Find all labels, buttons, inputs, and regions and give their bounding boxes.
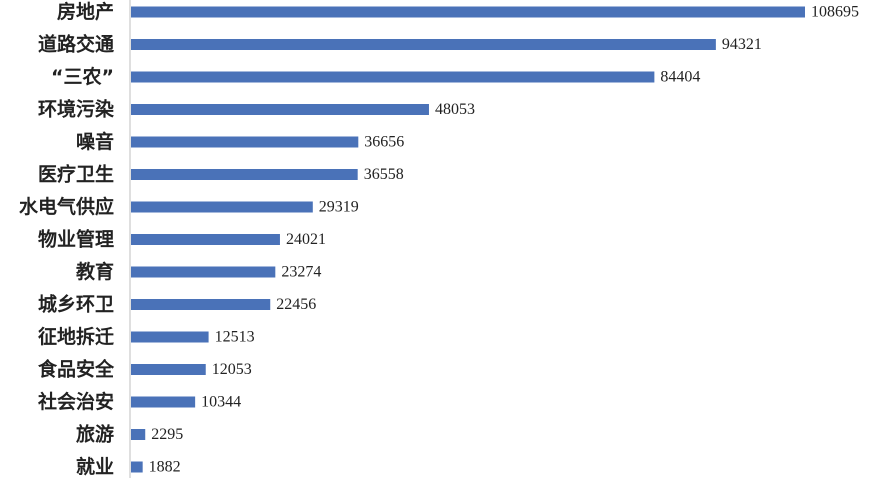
bar-10 [131, 331, 209, 343]
category-label-3: 环境污染 [38, 98, 114, 121]
bar-9 [131, 299, 271, 310]
bar-7 [131, 234, 280, 245]
bar-4 [131, 136, 359, 148]
category-label-7: 物业管理 [38, 228, 114, 251]
value-label-1: 94321 [722, 36, 762, 53]
value-label-3: 48053 [435, 101, 475, 118]
bar-2 [131, 71, 655, 83]
category-label-5: 医疗卫生 [38, 163, 114, 186]
value-label-2: 84404 [660, 69, 700, 86]
value-label-11: 12053 [212, 361, 252, 378]
value-label-0: 108695 [811, 4, 859, 21]
value-label-6: 29319 [319, 199, 359, 216]
value-label-5: 36558 [364, 166, 404, 183]
category-label-2: “三农” [51, 65, 114, 88]
category-label-6: 水电气供应 [19, 195, 114, 218]
category-label-4: 噪音 [76, 130, 114, 153]
bar-13 [131, 429, 146, 440]
value-label-10: 12513 [215, 329, 255, 346]
category-label-0: 房地产 [57, 0, 114, 23]
bar-12 [131, 396, 196, 408]
bar-8 [131, 266, 276, 278]
category-label-8: 教育 [76, 260, 114, 283]
bar-1 [131, 39, 716, 50]
category-label-13: 旅游 [76, 423, 114, 446]
bar-5 [131, 169, 358, 180]
category-label-11: 食品安全 [38, 358, 115, 381]
bar-3 [131, 104, 429, 115]
category-label-10: 征地拆迁 [38, 325, 114, 348]
category-label-1: 道路交通 [38, 33, 115, 56]
value-label-9: 22456 [276, 296, 316, 313]
value-labels-group: 108695 94321 84404 48053 36656 36558 29319 2402… [149, 4, 859, 476]
category-label-12: 社会治安 [37, 390, 114, 413]
value-label-8: 23274 [281, 264, 321, 281]
category-label-14: 就业 [76, 455, 114, 478]
bar-14 [131, 461, 143, 473]
value-label-7: 24021 [286, 231, 326, 248]
bar-0 [131, 6, 805, 18]
bars-group [131, 6, 805, 473]
bar-11 [131, 364, 206, 375]
category-label-9: 城乡环卫 [38, 293, 114, 316]
value-label-13: 2295 [151, 426, 183, 443]
value-label-4: 36656 [364, 134, 404, 151]
value-label-12: 10344 [201, 394, 241, 411]
bar-6 [131, 201, 313, 213]
value-label-14: 1882 [149, 459, 181, 476]
